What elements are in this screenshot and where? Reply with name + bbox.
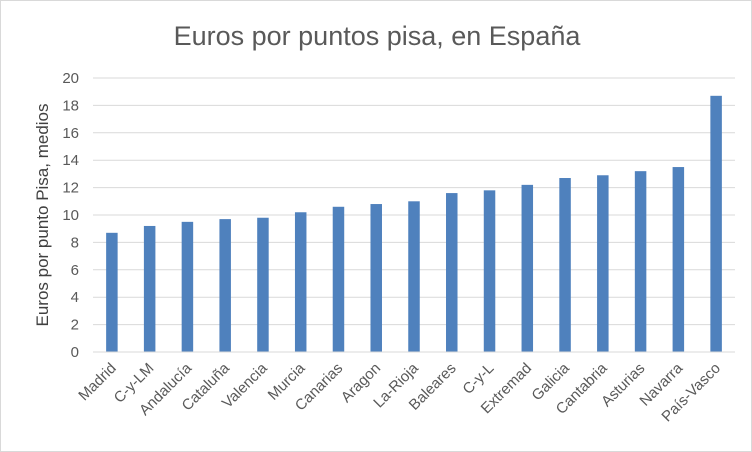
y-tick-label: 12 (62, 180, 79, 197)
y-axis-title: Euros por punto Pisa, medios (33, 103, 52, 326)
bar (332, 206, 345, 352)
y-tick-label: 14 (62, 152, 79, 169)
bar (106, 232, 118, 352)
bar (408, 201, 420, 352)
bar (710, 95, 722, 352)
bar (143, 225, 156, 352)
y-tick-label: 6 (71, 262, 79, 279)
x-axis-categories: MadridC-y-LMAndalucíaCataluñaValenciaMur… (75, 359, 724, 425)
y-tick-label: 2 (71, 317, 79, 334)
y-tick-label: 20 (62, 70, 79, 87)
bar (634, 171, 647, 352)
y-tick-label: 0 (71, 344, 79, 361)
bar (181, 221, 194, 352)
bar (559, 178, 571, 352)
y-tick-label: 4 (71, 289, 79, 306)
bar (521, 184, 534, 352)
y-tick-label: 10 (62, 207, 79, 224)
bar (672, 167, 685, 352)
y-tick-label: 16 (62, 125, 79, 142)
bars (106, 95, 722, 352)
bar (257, 217, 269, 352)
bar (370, 204, 382, 352)
bar (294, 212, 307, 352)
bar (483, 190, 496, 352)
y-tick-label: 8 (71, 234, 79, 251)
bar (219, 219, 231, 352)
bar (446, 193, 458, 352)
y-tick-label: 18 (62, 97, 79, 114)
chart-title: Euros por puntos pisa, en España (174, 21, 582, 51)
bar (597, 175, 609, 352)
y-axis-ticks: 0 2 4 6 8 10 12 14 16 18 20 (62, 70, 79, 361)
